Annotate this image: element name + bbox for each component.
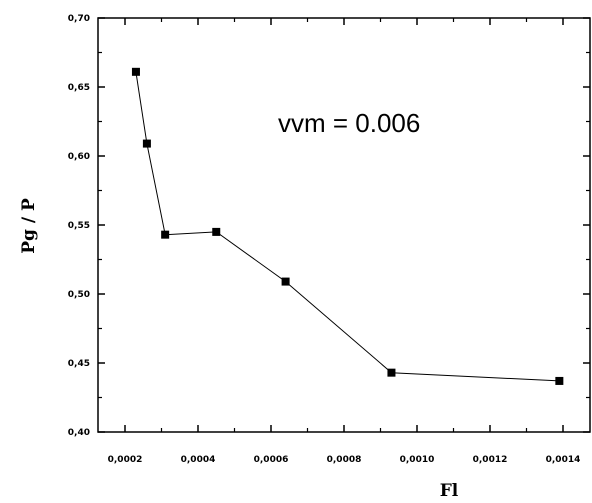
data-point <box>387 368 396 377</box>
y-axis-title: Pg / P <box>19 198 39 254</box>
data-point <box>212 227 221 236</box>
x-tick-label: 0,0008 <box>327 455 362 465</box>
x-axis-title: Fl <box>440 481 459 501</box>
data-point <box>131 67 140 76</box>
x-axis: 0,0002 0,0004 0,0006 0,0008 0,0010 0,0012 0,00… <box>108 18 581 465</box>
series-layer <box>131 67 564 385</box>
y-axis: 0,40 0,45 0,50 0,55 0,60 0,65 0,70 <box>68 14 590 438</box>
data-point <box>161 230 170 239</box>
x-tick-label: 0,0014 <box>546 455 581 465</box>
x-tick-label: 0,0010 <box>400 455 435 465</box>
y-tick-label: 0,40 <box>68 428 90 438</box>
plot-frame <box>97 17 591 433</box>
y-tick-label: 0,70 <box>68 14 90 24</box>
y-tick-label: 0,45 <box>68 359 90 369</box>
data-point <box>142 139 151 148</box>
y-tick-label: 0,55 <box>68 221 90 231</box>
data-point <box>281 277 290 286</box>
y-tick-label: 0,60 <box>68 152 90 162</box>
y-tick-label: 0,50 <box>68 290 90 300</box>
x-tick-label: 0,0006 <box>254 455 289 465</box>
x-tick-label: 0,0004 <box>181 455 216 465</box>
y-tick-label: 0,65 <box>68 83 90 93</box>
x-tick-label: 0,0012 <box>473 455 508 465</box>
x-tick-label: 0,0002 <box>108 455 143 465</box>
annotation-label: vvm = 0.006 <box>278 108 420 138</box>
data-point <box>555 376 564 385</box>
